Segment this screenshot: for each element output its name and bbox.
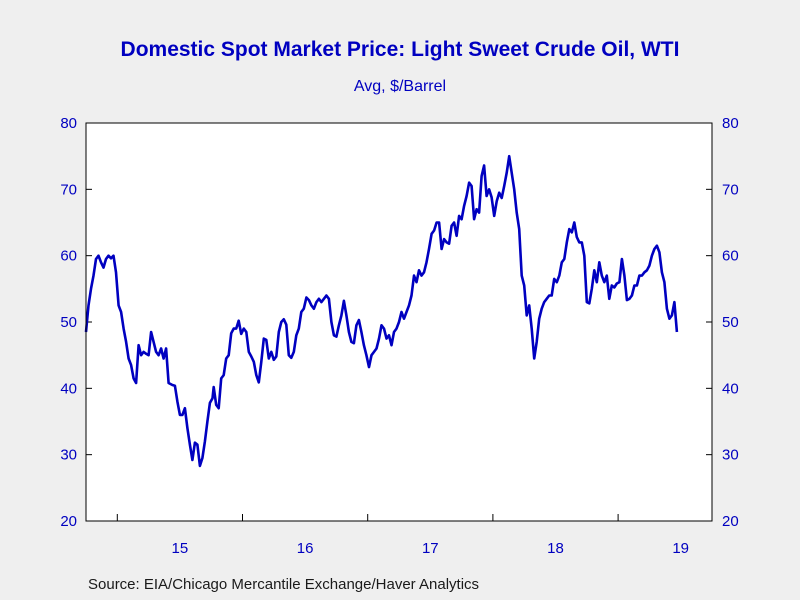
x-tick-label: 15 — [172, 540, 189, 557]
y-tick-label-left: 40 — [60, 380, 77, 397]
y-tick-label-right: 20 — [722, 513, 739, 530]
y-tick-label-right: 50 — [722, 314, 739, 331]
y-tick-label-left: 20 — [60, 513, 77, 530]
x-tick-label: 19 — [672, 540, 689, 557]
x-tick-label: 16 — [297, 540, 314, 557]
y-tick-label-left: 50 — [60, 314, 77, 331]
y-tick-label-left: 60 — [60, 248, 77, 265]
y-tick-label-right: 80 — [722, 115, 739, 132]
y-tick-label-left: 70 — [60, 181, 77, 198]
y-tick-label-left: 80 — [60, 115, 77, 132]
y-tick-label-right: 60 — [722, 248, 739, 265]
source-note: Source: EIA/Chicago Mercantile Exchange/… — [88, 576, 479, 593]
y-tick-label-left: 30 — [60, 447, 77, 464]
x-tick-label: 18 — [547, 540, 564, 557]
y-tick-label-right: 40 — [722, 380, 739, 397]
x-tick-label: 17 — [422, 540, 439, 557]
y-tick-label-right: 70 — [722, 181, 739, 198]
y-tick-label-right: 30 — [722, 447, 739, 464]
